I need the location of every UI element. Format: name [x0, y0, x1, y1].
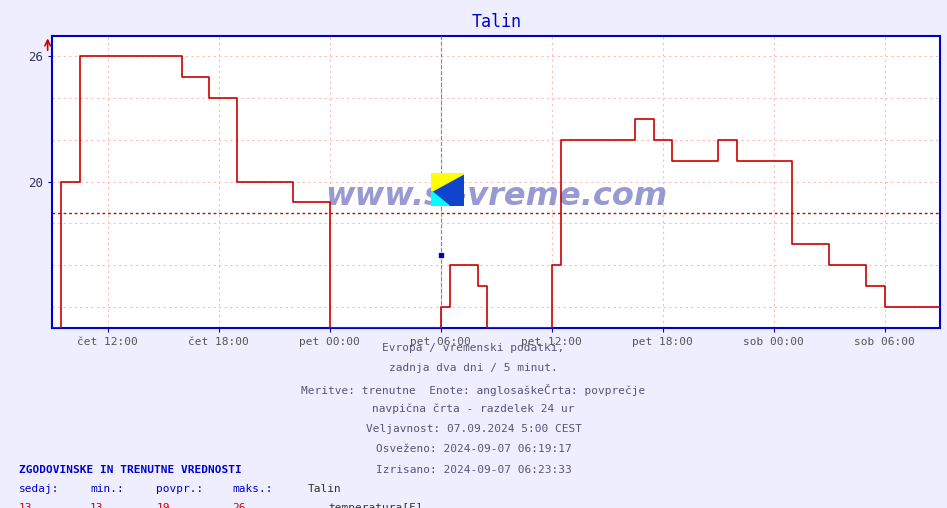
Text: 13: 13: [90, 503, 103, 508]
Text: Izrisano: 2024-09-07 06:23:33: Izrisano: 2024-09-07 06:23:33: [376, 465, 571, 475]
Text: povpr.:: povpr.:: [156, 484, 204, 494]
Text: navpična črta - razdelek 24 ur: navpična črta - razdelek 24 ur: [372, 404, 575, 415]
Text: Talin: Talin: [308, 484, 342, 494]
Text: 13: 13: [19, 503, 32, 508]
Text: ZGODOVINSKE IN TRENUTNE VREDNOSTI: ZGODOVINSKE IN TRENUTNE VREDNOSTI: [19, 465, 241, 475]
Text: www.si-vreme.com: www.si-vreme.com: [325, 181, 668, 212]
Text: zadnja dva dni / 5 minut.: zadnja dva dni / 5 minut.: [389, 363, 558, 373]
Polygon shape: [431, 173, 464, 206]
Text: 26: 26: [232, 503, 245, 508]
Text: Osveženo: 2024-09-07 06:19:17: Osveženo: 2024-09-07 06:19:17: [376, 444, 571, 455]
Text: Veljavnost: 07.09.2024 5:00 CEST: Veljavnost: 07.09.2024 5:00 CEST: [366, 424, 581, 434]
Polygon shape: [431, 191, 449, 206]
Polygon shape: [431, 173, 464, 191]
Text: Evropa / vremenski podatki,: Evropa / vremenski podatki,: [383, 343, 564, 353]
Text: Meritve: trenutne  Enote: anglosaškeČrta: povprečje: Meritve: trenutne Enote: anglosaškeČrta:…: [301, 384, 646, 396]
Text: sedaj:: sedaj:: [19, 484, 60, 494]
Text: maks.:: maks.:: [232, 484, 273, 494]
Title: Talin: Talin: [472, 13, 521, 31]
Text: 19: 19: [156, 503, 170, 508]
Text: min.:: min.:: [90, 484, 124, 494]
Text: temperatura[F]: temperatura[F]: [329, 503, 423, 508]
